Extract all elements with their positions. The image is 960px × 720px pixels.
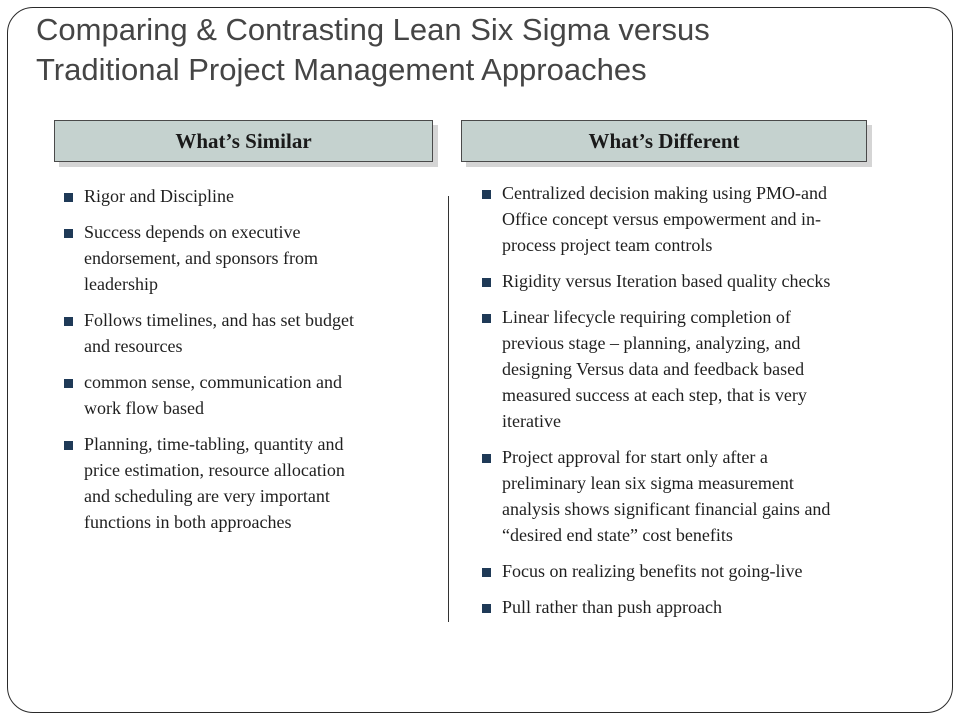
square-bullet-icon bbox=[482, 190, 491, 199]
similar-item: Rigor and Discipline bbox=[64, 183, 410, 209]
different-item: Linear lifecycle requiring completion of… bbox=[482, 304, 902, 434]
similar-item-line: price estimation, resource allocation bbox=[84, 460, 345, 480]
similar-item-line: and scheduling are very important bbox=[84, 486, 330, 506]
similar-item-text: Rigor and Discipline bbox=[84, 183, 410, 209]
different-item: Project approval for start only after a p… bbox=[482, 444, 902, 548]
different-item-line: Centralized decision making using PMO-an… bbox=[502, 183, 827, 203]
similar-item: Success depends on executive endorsement,… bbox=[64, 219, 410, 297]
square-bullet-icon bbox=[482, 314, 491, 323]
different-item-line: measured success at each step, that is v… bbox=[502, 385, 807, 405]
similar-item-text: Planning, time-tabling, quantity and pric… bbox=[84, 431, 410, 535]
different-item-text: Pull rather than push approach bbox=[502, 594, 902, 620]
similar-item-text: common sense, communication and work flow… bbox=[84, 369, 410, 421]
similar-item-line: endorsement, and sponsors from bbox=[84, 248, 318, 268]
different-item-line: Pull rather than push approach bbox=[502, 597, 722, 617]
similar-item-line: common sense, communication and bbox=[84, 372, 342, 392]
different-item-text: Focus on realizing benefits not going-li… bbox=[502, 558, 902, 584]
different-item: Pull rather than push approach bbox=[482, 594, 902, 620]
different-item-text: Centralized decision making using PMO-an… bbox=[502, 180, 902, 258]
similar-item-line: functions in both approaches bbox=[84, 512, 292, 532]
similar-item: Planning, time-tabling, quantity and pric… bbox=[64, 431, 410, 535]
square-bullet-icon bbox=[64, 193, 73, 202]
similar-item-text: Success depends on executive endorsement,… bbox=[84, 219, 410, 297]
square-bullet-icon bbox=[482, 568, 491, 577]
different-item-line: process project team controls bbox=[502, 235, 713, 255]
similar-item-text: Follows timelines, and has set budget and… bbox=[84, 307, 410, 359]
different-item-text: Project approval for start only after a p… bbox=[502, 444, 902, 548]
title-line: Traditional Project Management Approache… bbox=[36, 52, 647, 87]
different-item-line: Linear lifecycle requiring completion of bbox=[502, 307, 791, 327]
similar-item-line: work flow based bbox=[84, 398, 204, 418]
similar-item-line: Rigor and Discipline bbox=[84, 186, 234, 206]
square-bullet-icon bbox=[64, 229, 73, 238]
different-item-line: iterative bbox=[502, 411, 561, 431]
similar-list: Rigor and Discipline Success depends on e… bbox=[64, 183, 410, 545]
different-item: Focus on realizing benefits not going-li… bbox=[482, 558, 902, 584]
different-item-line: Project approval for start only after a bbox=[502, 447, 768, 467]
square-bullet-icon bbox=[482, 604, 491, 613]
different-item-line: designing Versus data and feedback based bbox=[502, 359, 805, 379]
similar-item-line: and resources bbox=[84, 336, 183, 356]
different-header: What’s Different bbox=[461, 120, 867, 162]
similar-item: common sense, communication and work flow… bbox=[64, 369, 410, 421]
slide-title: Comparing & Contrasting Lean Six Sigma v… bbox=[36, 10, 916, 90]
square-bullet-icon bbox=[64, 317, 73, 326]
similar-header: What’s Similar bbox=[54, 120, 433, 162]
different-item-line: analysis shows significant financial gai… bbox=[502, 499, 831, 519]
similar-item-line: Success depends on executive bbox=[84, 222, 301, 242]
column-divider bbox=[448, 196, 449, 622]
different-item-text: Rigidity versus Iteration based quality … bbox=[502, 268, 902, 294]
different-item-text: Linear lifecycle requiring completion of… bbox=[502, 304, 902, 434]
title-line: Comparing & Contrasting Lean Six Sigma v… bbox=[36, 12, 710, 47]
square-bullet-icon bbox=[64, 379, 73, 388]
different-item-line: previous stage – planning, analyzing, an… bbox=[502, 333, 801, 353]
different-item: Rigidity versus Iteration based quality … bbox=[482, 268, 902, 294]
different-item: Centralized decision making using PMO-an… bbox=[482, 180, 902, 258]
different-item-line: Office concept versus empowerment and in… bbox=[502, 209, 822, 229]
similar-item-line: leadership bbox=[84, 274, 158, 294]
different-item-line: Rigidity versus Iteration based quality … bbox=[502, 271, 831, 291]
similar-item-line: Follows timelines, and has set budget bbox=[84, 310, 354, 330]
different-item-line: preliminary lean six sigma measurement bbox=[502, 473, 794, 493]
square-bullet-icon bbox=[64, 441, 73, 450]
different-item-line: “desired end state” cost benefits bbox=[502, 525, 733, 545]
slide-frame bbox=[7, 7, 953, 713]
square-bullet-icon bbox=[482, 278, 491, 287]
similar-item-line: Planning, time-tabling, quantity and bbox=[84, 434, 344, 454]
similar-item: Follows timelines, and has set budget and… bbox=[64, 307, 410, 359]
square-bullet-icon bbox=[482, 454, 491, 463]
different-list: Centralized decision making using PMO-an… bbox=[482, 180, 902, 630]
different-item-line: Focus on realizing benefits not going-li… bbox=[502, 561, 803, 581]
